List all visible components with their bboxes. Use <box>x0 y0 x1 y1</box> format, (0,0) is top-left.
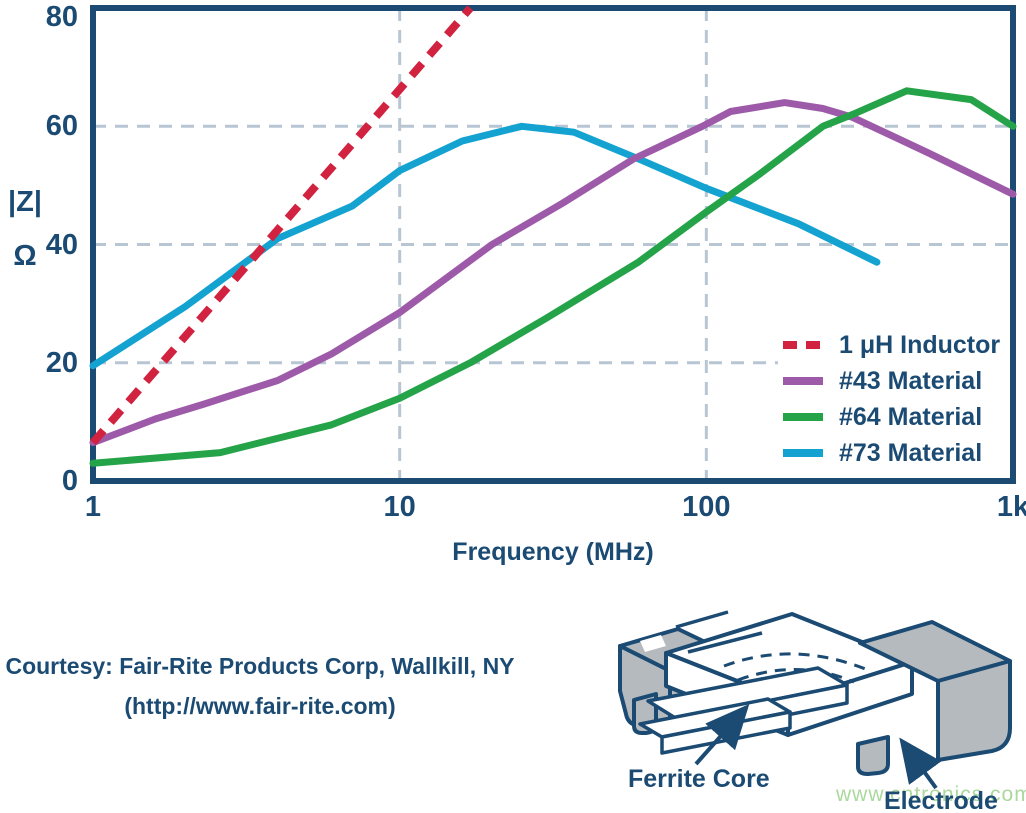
x-tick-label: 1k <box>996 491 1026 523</box>
legend-item: #64 Material <box>783 399 1000 435</box>
ferrite-core-label: Ferrite Core <box>628 765 770 793</box>
watermark: www.cntronics.com <box>836 783 1026 806</box>
courtesy-line-1: Courtesy: Fair-Rite Products Corp, Wallk… <box>5 653 515 679</box>
courtesy-note: Courtesy: Fair-Rite Products Corp, Wallk… <box>0 650 520 730</box>
right-electrode-front <box>936 659 1012 762</box>
x-tick-label: 1 <box>84 491 102 523</box>
electrode-notch <box>640 635 666 652</box>
impedance-chart <box>89 5 1017 484</box>
slab-accent-line <box>687 631 763 654</box>
ferrite-core-arrow <box>694 704 750 766</box>
y-tick-label: 40 <box>45 228 78 261</box>
chart-legend: 1 μH Inductor #43 Material #64 Material #73… <box>778 323 1009 475</box>
slab-accent-line <box>675 610 729 629</box>
legend-swatch <box>783 341 823 349</box>
hidden-dashed-line <box>737 668 855 684</box>
legend-item: #43 Material <box>783 363 1000 399</box>
y-tick-label: 60 <box>45 110 78 143</box>
legend-swatch <box>783 413 823 421</box>
plot-frame <box>90 5 1016 484</box>
legend-label: #43 Material <box>839 367 983 395</box>
y-axis-title: |Z| <box>8 186 42 218</box>
legend-swatch <box>783 377 823 385</box>
curve-43-material <box>89 99 1017 447</box>
y-tick-label: 20 <box>45 346 78 379</box>
legend-swatch <box>783 449 823 457</box>
legend-label: 1 μH Inductor <box>839 331 1001 359</box>
electrode-label: Electrode <box>884 787 998 813</box>
legend-item: #73 Material <box>783 435 1000 471</box>
curve-1-h-inductor <box>89 5 474 446</box>
legend-label: #73 Material <box>839 439 983 467</box>
y-axis-units: Ω <box>13 240 37 272</box>
curve-64-material <box>89 87 1017 467</box>
y-tick-label: 80 <box>45 1 78 33</box>
x-tick-label: 10 <box>383 491 416 523</box>
legend-item: 1 μH Inductor <box>783 327 1000 363</box>
x-axis-title: Frequency (MHz) <box>452 538 654 566</box>
electrode-arrow <box>899 737 942 790</box>
x-tick-label: 100 <box>682 491 731 523</box>
right-electrode-foot <box>856 735 890 776</box>
courtesy-line-2: (http://www.fair-rite.com) <box>124 693 396 719</box>
legend-label: #64 Material <box>839 403 983 431</box>
y-tick-label: 0 <box>61 465 78 497</box>
